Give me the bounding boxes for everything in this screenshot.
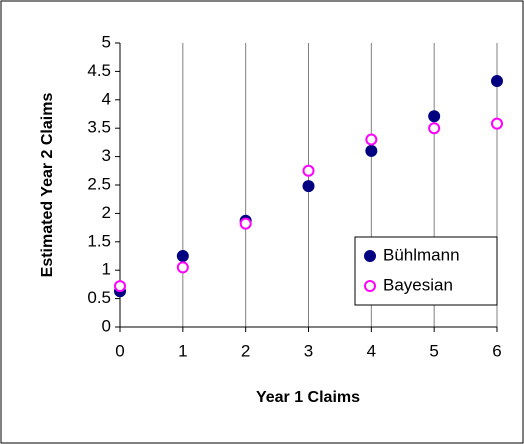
legend-label: Bühlmann	[383, 245, 460, 264]
x-tick-label: 5	[429, 341, 438, 360]
legend-marker	[364, 250, 376, 262]
point	[491, 75, 503, 88]
x-tick-label: 0	[115, 341, 124, 360]
point	[176, 261, 189, 274]
point	[176, 250, 189, 262]
point	[302, 164, 315, 177]
y-tick-label: 3.5	[87, 118, 111, 137]
y-axis-title: Estimated Year 2 Claims	[39, 93, 56, 278]
point	[365, 133, 378, 146]
y-tick-label: 4.5	[87, 61, 111, 80]
y-tick-label: 1.5	[87, 231, 111, 250]
y-tick-label: 0.5	[87, 288, 111, 307]
x-axis-title: Year 1 Claims	[256, 389, 360, 406]
y-tick-label: 2.5	[87, 174, 111, 193]
x-tick-label: 4	[367, 341, 376, 360]
y-tick-label: 3	[102, 146, 111, 165]
y-tick-label: 5	[102, 32, 111, 51]
point	[491, 117, 503, 130]
point	[239, 217, 252, 230]
point	[365, 144, 378, 157]
y-tick-label: 1	[102, 260, 111, 279]
y-tick-label: 0	[102, 316, 111, 335]
legend-label: Bayesian	[383, 275, 453, 294]
x-tick-label: 3	[304, 341, 313, 360]
x-tick-label: 2	[241, 341, 250, 360]
point	[428, 110, 441, 123]
legend-marker	[364, 280, 376, 292]
x-tick-label: 6	[492, 341, 501, 360]
point	[114, 280, 126, 293]
legend-box	[354, 236, 498, 306]
y-tick-label: 2	[102, 203, 111, 222]
x-tick-label: 1	[178, 341, 187, 360]
y-tick-label: 4	[102, 89, 111, 108]
point	[302, 180, 315, 193]
point	[428, 122, 441, 135]
